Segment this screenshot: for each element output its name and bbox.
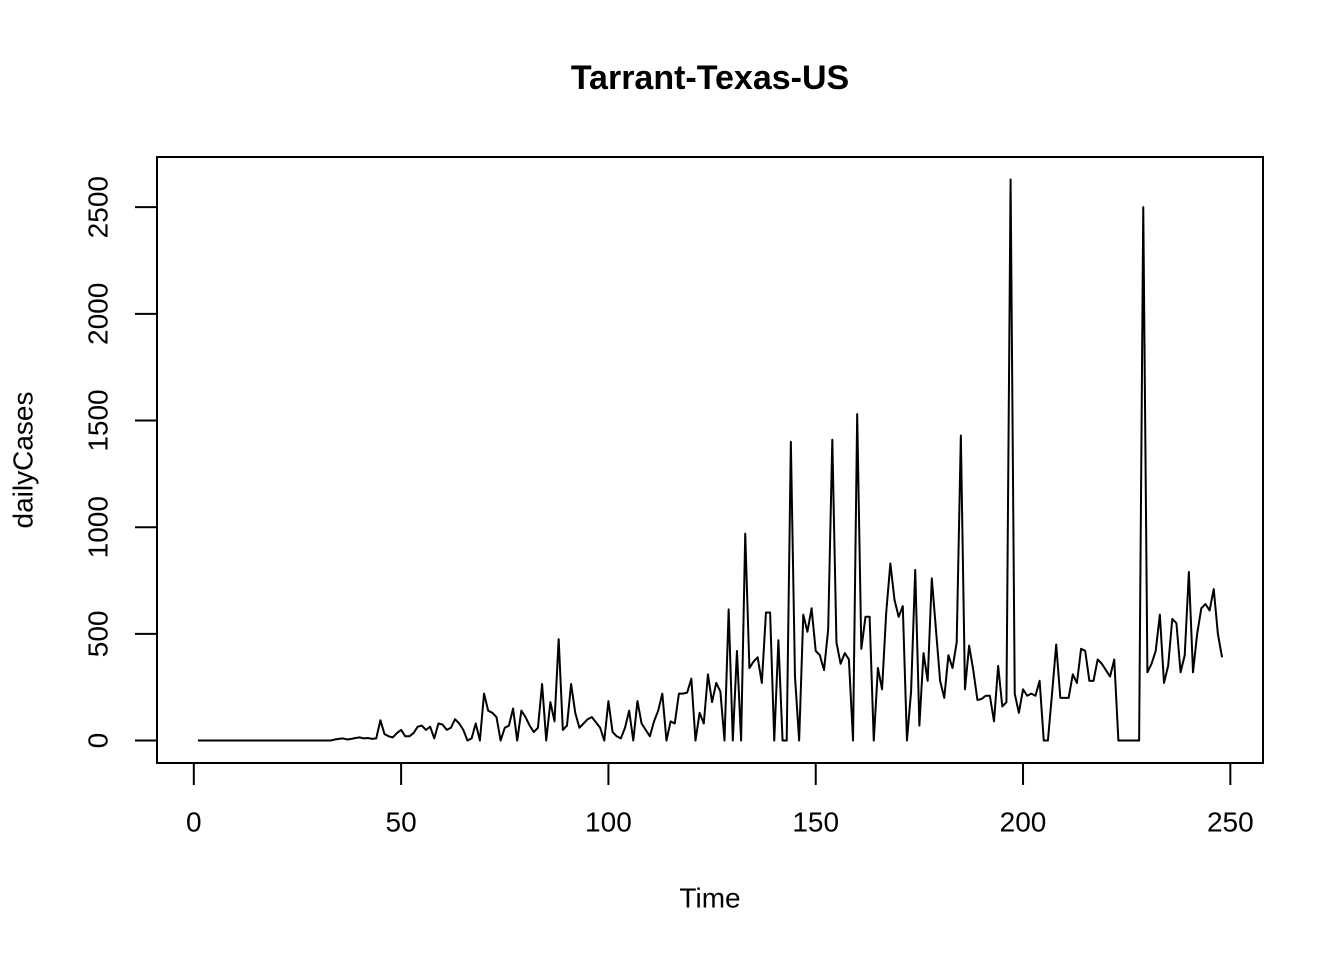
x-tick-label: 200	[1000, 806, 1047, 837]
x-axis-label: Time	[679, 882, 740, 913]
x-tick-label: 50	[386, 806, 417, 837]
y-tick-label: 2500	[82, 176, 113, 238]
chart-title: Tarrant-Texas-US	[571, 59, 849, 97]
plot-box	[156, 156, 1264, 764]
y-tick-label: 0	[82, 733, 113, 749]
y-tick-label: 1000	[82, 496, 113, 558]
x-tick-label: 150	[792, 806, 839, 837]
x-tick-label: 250	[1207, 806, 1254, 837]
y-tick-label: 2000	[82, 283, 113, 345]
data-line	[197, 178, 1224, 742]
x-tick-label: 100	[585, 806, 632, 837]
y-tick-label: 1500	[82, 389, 113, 451]
x-tick-label: 0	[186, 806, 202, 837]
y-tick-label: 500	[82, 611, 113, 658]
y-axis-label: dailyCases	[7, 392, 38, 529]
